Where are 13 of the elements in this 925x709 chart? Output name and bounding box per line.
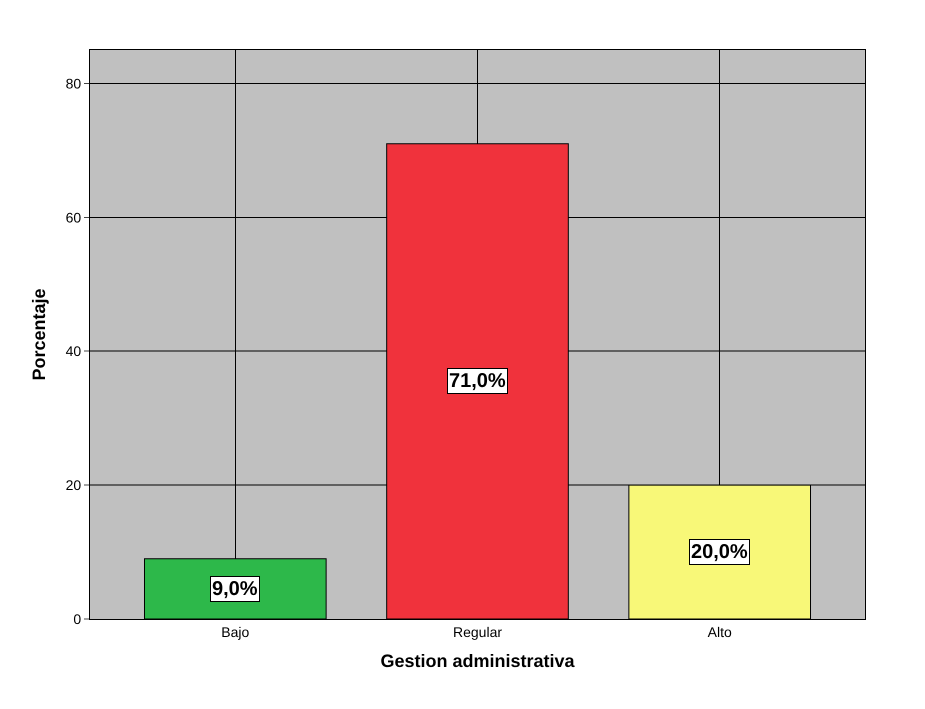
- x-tick-label: Alto: [708, 624, 732, 640]
- x-axis-title: Gestion administrativa: [380, 650, 576, 671]
- y-tick-label: 0: [73, 610, 82, 627]
- y-tick-label: 40: [66, 343, 82, 360]
- data-label: 71,0%: [449, 370, 506, 392]
- data-label: 20,0%: [691, 541, 748, 563]
- y-tick-label: 80: [66, 75, 82, 92]
- y-tick-label: 60: [66, 209, 82, 226]
- data-label: 9,0%: [212, 578, 258, 600]
- y-axis-title: Porcentaje: [28, 288, 49, 381]
- y-tick-label: 20: [66, 477, 82, 494]
- x-tick-label: Regular: [452, 624, 502, 640]
- x-tick-label: Bajo: [221, 624, 250, 640]
